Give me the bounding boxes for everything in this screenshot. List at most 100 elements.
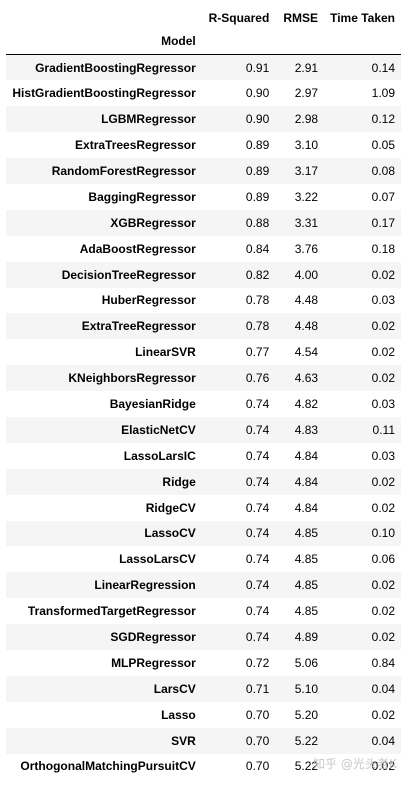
rmse-cell: 5.22 <box>294 759 319 774</box>
model-name-cell: HistGradientBoostingRegressor <box>12 86 196 101</box>
model-name-cell: BaggingRegressor <box>88 189 196 204</box>
model-name-cell: LassoCV <box>144 526 196 541</box>
column-header-row: R-Squared RMSE Time Taken <box>6 8 401 28</box>
rmse-cell: 4.83 <box>294 422 319 437</box>
time-taken-cell: 0.02 <box>371 604 395 619</box>
time-taken-cell: 0.06 <box>371 552 395 567</box>
r-squared-cell: 0.74 <box>245 526 270 541</box>
time-taken-cell: 0.08 <box>371 164 395 178</box>
table-row: SVR 0.70 5.22 0.04 <box>6 727 401 754</box>
r-squared-cell: 0.78 <box>245 319 270 334</box>
index-header-row: Model <box>6 28 401 55</box>
model-name-cell: SGDRegressor <box>110 630 196 645</box>
time-taken-cell: 0.12 <box>371 112 395 127</box>
model-name-cell: XGBRegressor <box>110 215 196 230</box>
time-taken-cell: 0.02 <box>371 474 395 489</box>
header-blank-cell <box>6 8 202 28</box>
table-row: DecisionTreeRegressor 0.82 4.00 0.02 <box>6 261 401 288</box>
time-taken-cell: 0.02 <box>371 759 395 774</box>
rmse-cell: 4.82 <box>294 397 319 412</box>
r-squared-cell: 0.74 <box>245 630 270 645</box>
rmse-cell: 4.85 <box>294 526 319 541</box>
time-taken-cell: 0.84 <box>371 655 395 670</box>
time-taken-cell: 0.02 <box>371 371 395 386</box>
table-row: LassoCV 0.74 4.85 0.10 <box>6 520 401 547</box>
time-taken-cell: 1.09 <box>371 86 395 101</box>
table-row: LGBMRegressor 0.90 2.98 0.12 <box>6 106 401 133</box>
table-row: SGDRegressor 0.74 4.89 0.02 <box>6 624 401 650</box>
model-name-cell: TransformedTargetRegressor <box>27 604 196 619</box>
r-squared-cell: 0.70 <box>245 759 270 774</box>
rmse-cell: 3.76 <box>294 241 319 256</box>
r-squared-cell: 0.84 <box>245 241 270 256</box>
model-name-cell: Lasso <box>161 707 196 722</box>
model-name-cell: BayesianRidge <box>109 397 196 412</box>
table-row: LassoLarsCV 0.74 4.85 0.06 <box>6 546 401 573</box>
rmse-cell: 4.84 <box>294 448 319 463</box>
model-name-cell: LassoLarsIC <box>123 448 196 463</box>
rmse-cell: 2.98 <box>294 112 319 127</box>
rmse-cell: 3.17 <box>294 164 319 178</box>
time-taken-cell: 0.02 <box>371 500 395 515</box>
table-row: AdaBoostRegressor 0.84 3.76 0.18 <box>6 235 401 262</box>
r-squared-cell: 0.74 <box>245 578 270 593</box>
rmse-cell: 4.00 <box>294 267 319 282</box>
r-squared-cell: 0.74 <box>245 604 270 619</box>
model-name-cell: SVR <box>171 733 196 748</box>
r-squared-cell: 0.74 <box>245 552 270 567</box>
table-row: RidgeCV 0.74 4.84 0.02 <box>6 494 401 521</box>
table-row: ElasticNetCV 0.74 4.83 0.11 <box>6 416 401 443</box>
r-squared-cell: 0.82 <box>245 267 270 282</box>
table-row: XGBRegressor 0.88 3.31 0.17 <box>6 209 401 236</box>
r-squared-cell: 0.89 <box>245 164 270 178</box>
rmse-cell: 4.63 <box>294 371 319 386</box>
watermark-text: 知乎 @光头老K <box>313 757 397 771</box>
r-squared-cell: 0.71 <box>245 681 270 696</box>
table-header: R-Squared RMSE Time Taken Model <box>6 8 401 55</box>
model-name-cell: ExtraTreeRegressor <box>81 319 196 334</box>
column-header-r-squared: R-Squared <box>208 11 270 25</box>
time-taken-cell: 0.04 <box>371 733 395 748</box>
rmse-cell: 4.85 <box>294 578 319 593</box>
table-body: GradientBoostingRegressor 0.91 2.91 0.14 His… <box>6 54 401 780</box>
r-squared-cell: 0.78 <box>245 293 270 308</box>
time-taken-cell: 0.02 <box>371 267 395 282</box>
table-row: KNeighborsRegressor 0.76 4.63 0.02 <box>6 365 401 392</box>
r-squared-cell: 0.91 <box>245 60 270 75</box>
time-taken-cell: 0.14 <box>371 60 395 75</box>
index-header-blank <box>324 28 401 55</box>
table-row: LassoLarsIC 0.74 4.84 0.03 <box>6 442 401 469</box>
table-row: ExtraTreeRegressor 0.78 4.48 0.02 <box>6 313 401 340</box>
rmse-cell: 5.10 <box>294 681 319 696</box>
rmse-cell: 2.91 <box>294 60 319 75</box>
table-row: OrthogonalMatchingPursuitCV 0.70 5.22 0.02 <box>6 753 401 780</box>
r-squared-cell: 0.88 <box>245 215 270 230</box>
index-header-blank <box>201 28 276 55</box>
index-header-model: Model <box>6 28 202 55</box>
time-taken-cell: 0.05 <box>371 138 395 153</box>
model-name-cell: ExtraTreesRegressor <box>75 138 196 153</box>
r-squared-cell: 0.72 <box>245 655 270 670</box>
model-name-cell: LinearRegression <box>94 578 196 593</box>
rmse-cell: 4.85 <box>294 604 319 619</box>
model-name-cell: LassoLarsCV <box>119 552 196 567</box>
time-taken-cell: 0.07 <box>371 189 395 204</box>
results-table: R-Squared RMSE Time Taken Model Gradient… <box>6 8 401 780</box>
model-name-cell: OrthogonalMatchingPursuitCV <box>20 759 196 774</box>
table-row: TransformedTargetRegressor 0.74 4.85 0.02 <box>6 598 401 625</box>
model-name-cell: GradientBoostingRegressor <box>35 60 196 75</box>
table-row: MLPRegressor 0.72 5.06 0.84 <box>6 649 401 676</box>
model-name-cell: LarsCV <box>153 681 196 696</box>
time-taken-cell: 0.03 <box>371 293 395 308</box>
rmse-cell: 3.31 <box>294 215 319 230</box>
model-name-cell: MLPRegressor <box>111 655 196 670</box>
model-name-cell: DecisionTreeRegressor <box>61 267 196 282</box>
time-taken-cell: 0.18 <box>371 241 395 256</box>
time-taken-cell: 0.02 <box>371 319 395 334</box>
table-row: GradientBoostingRegressor 0.91 2.91 0.14 <box>6 54 401 81</box>
r-squared-cell: 0.74 <box>245 422 270 437</box>
r-squared-cell: 0.74 <box>245 474 270 489</box>
time-taken-cell: 0.02 <box>371 345 395 360</box>
table-row: Lasso 0.70 5.20 0.02 <box>6 701 401 728</box>
r-squared-cell: 0.89 <box>245 138 270 153</box>
